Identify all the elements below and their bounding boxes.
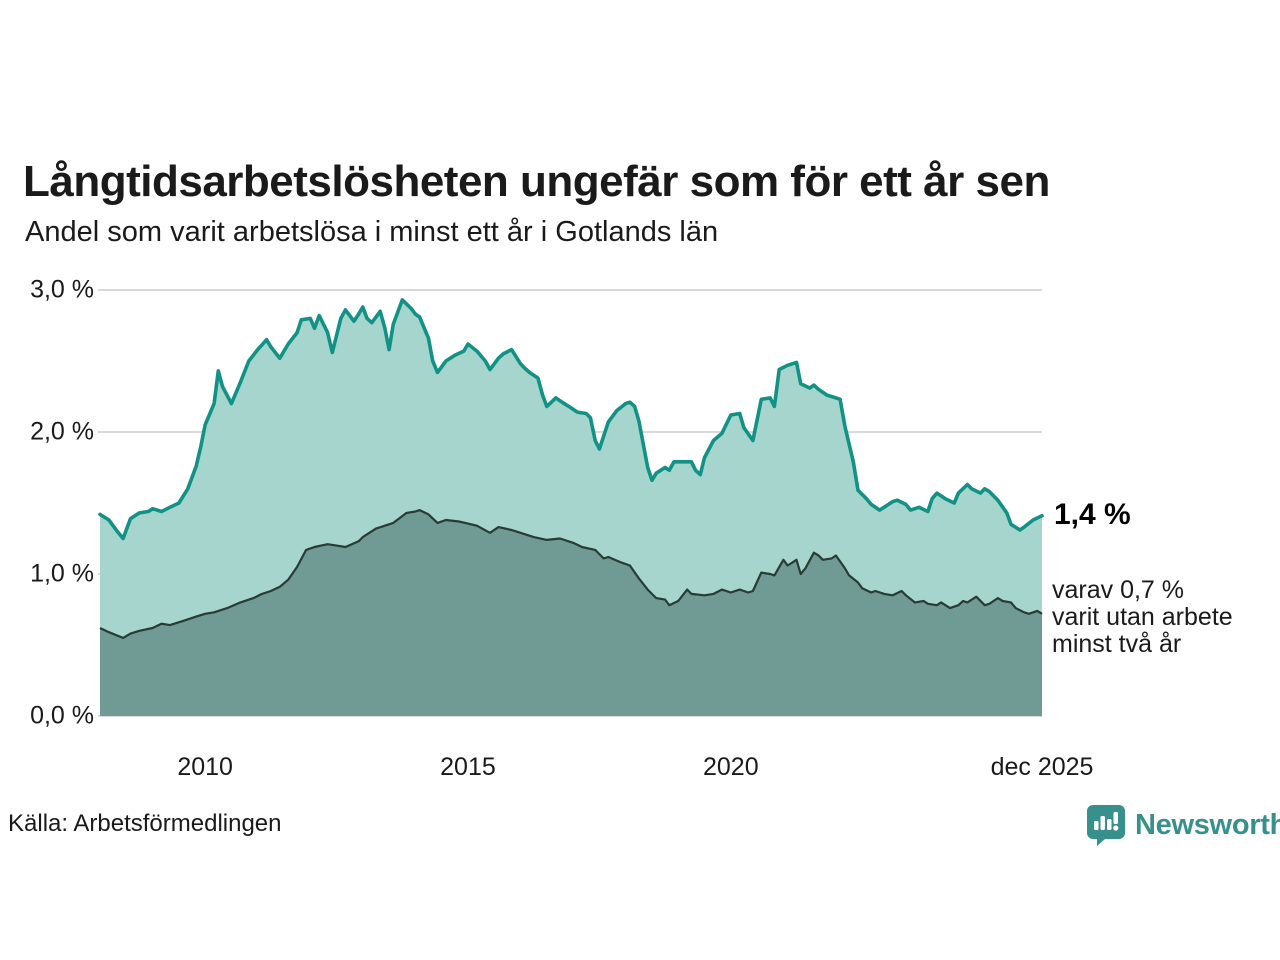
x-tick-label: 2020: [702, 753, 759, 781]
secondary-annotation-line2: varit utan arbete: [1052, 603, 1233, 631]
latest-value-label: 1,4 %: [1054, 498, 1131, 531]
x-tick-label: 2010: [177, 753, 233, 781]
line-two-years: [99, 509, 1043, 639]
secondary-annotation-line3: minst två år: [1052, 630, 1182, 658]
secondary-annotation: varav 0,7 % varit utan arbete minst två …: [1052, 577, 1233, 658]
line-one-year: [98, 298, 1044, 541]
page-title: Långtidsarbetslösheten ungefär som för e…: [23, 157, 1050, 207]
source-attribution: Källa: Arbetsförmedlingen: [8, 810, 282, 837]
area-two-years: [100, 510, 1042, 716]
x-tick-label: dec 2025: [990, 753, 1094, 781]
brand-wordmark: Newsworthy: [1135, 808, 1280, 841]
newsworthy-logo: Newsworthy: [1086, 804, 1280, 846]
y-tick-label: 1,0 %: [30, 559, 94, 588]
chart-subtitle: Andel som varit arbetslösa i minst ett å…: [25, 216, 719, 248]
y-tick-label: 0,0 %: [30, 701, 94, 730]
y-tick-label: 3,0 %: [30, 275, 94, 304]
newsworthy-speech-bubble-bar-chart-icon: [1087, 805, 1125, 846]
y-tick-label: 2,0 %: [30, 417, 94, 446]
secondary-annotation-line1: varav 0,7 %: [1052, 576, 1185, 604]
x-tick-label: 2015: [440, 753, 496, 781]
